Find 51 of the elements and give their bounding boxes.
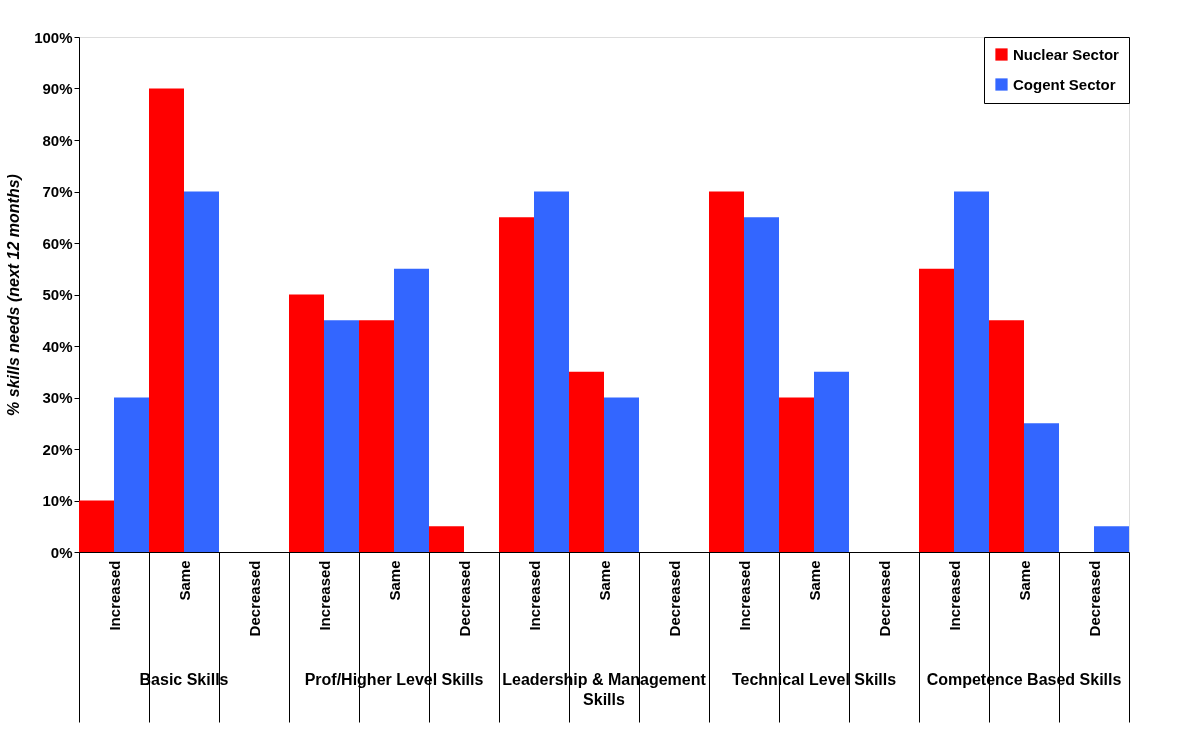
bar: [569, 371, 604, 552]
x-tick-label: Decreased: [1085, 560, 1103, 637]
x-tick-label: Increased: [525, 560, 543, 631]
y-tick-label: 80%: [42, 131, 73, 149]
x-tick-label: Decreased: [665, 560, 683, 637]
legend-label: Nuclear Sector: [1013, 45, 1120, 63]
y-tick-label: 20%: [42, 440, 73, 458]
bar: [394, 268, 429, 552]
y-tick-label: 0%: [50, 543, 73, 561]
y-tick-label: 100%: [34, 28, 73, 46]
x-tick-label: Same: [805, 560, 823, 601]
bar: [534, 191, 569, 552]
x-tick-label: Increased: [105, 560, 123, 631]
bar: [779, 397, 814, 552]
legend-label: Cogent Sector: [1013, 75, 1116, 93]
x-tick-label: Same: [595, 560, 613, 601]
y-tick-label: 50%: [42, 286, 73, 303]
x-tick-label: Increased: [315, 560, 333, 631]
x-tick-label: Decreased: [245, 560, 263, 637]
bar: [359, 320, 394, 552]
x-tick-label: Same: [175, 560, 193, 601]
bar: [954, 191, 989, 552]
bar: [114, 397, 149, 552]
bar: [1094, 526, 1129, 552]
x-tick-label: Decreased: [455, 560, 473, 637]
x-tick-label: Decreased: [875, 560, 893, 637]
bar: [604, 397, 639, 552]
bar: [429, 526, 464, 552]
bar: [499, 217, 534, 552]
x-tick-label: Same: [1015, 560, 1033, 601]
bar: [919, 268, 954, 552]
bar: [989, 320, 1024, 552]
x-tick-label: Increased: [735, 560, 753, 631]
x-tick-label: Increased: [945, 560, 963, 631]
y-tick-label: 90%: [42, 80, 73, 97]
bar: [79, 500, 114, 552]
bar: [149, 88, 184, 552]
y-tick-label: 30%: [42, 389, 73, 406]
bar: [289, 294, 324, 552]
y-tick-label: 40%: [42, 337, 73, 355]
bar: [814, 371, 849, 552]
bar: [324, 320, 359, 552]
y-tick-label: 10%: [42, 492, 73, 509]
y-tick-label: 70%: [42, 183, 73, 200]
bar: [1024, 423, 1059, 552]
x-tick-label: Same: [385, 560, 403, 601]
bar: [744, 217, 779, 552]
y-tick-label: 60%: [42, 234, 73, 252]
bar: [184, 191, 219, 552]
y-axis-title: % skills needs (next 12 months): [5, 174, 23, 416]
bar: [709, 191, 744, 552]
